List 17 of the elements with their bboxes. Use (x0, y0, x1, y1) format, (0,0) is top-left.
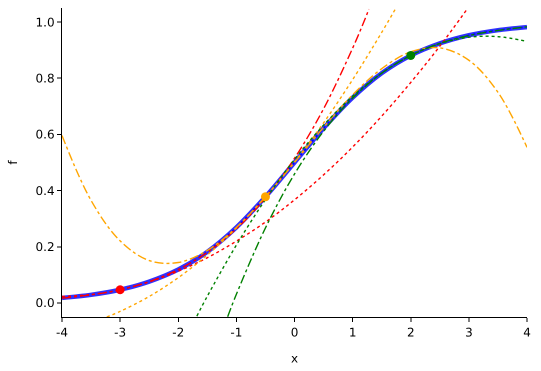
x-tick-label: -4 (56, 325, 68, 340)
x-tick-label: -3 (114, 325, 126, 340)
y-tick-label: 0.0 (36, 296, 55, 310)
x-tick-label: 0 (290, 325, 298, 340)
x-tick-label: 3 (465, 325, 473, 340)
x-tick-label: 2 (406, 325, 415, 340)
x-tick-label: 1 (348, 325, 356, 340)
x-tick-label: -1 (230, 325, 242, 340)
y-tick-label: 0.4 (36, 184, 55, 198)
x-axis-title: x (290, 351, 298, 366)
x-tick-label: 4 (523, 325, 531, 340)
y-tick-label: 1.0 (36, 15, 55, 30)
y-axis-title: f (6, 160, 20, 165)
x-tick-label: -2 (172, 325, 184, 340)
y-tick-label: 0.6 (36, 128, 55, 142)
y-tick-label: 0.2 (36, 240, 55, 254)
y-tick-label: 0.8 (36, 71, 55, 86)
